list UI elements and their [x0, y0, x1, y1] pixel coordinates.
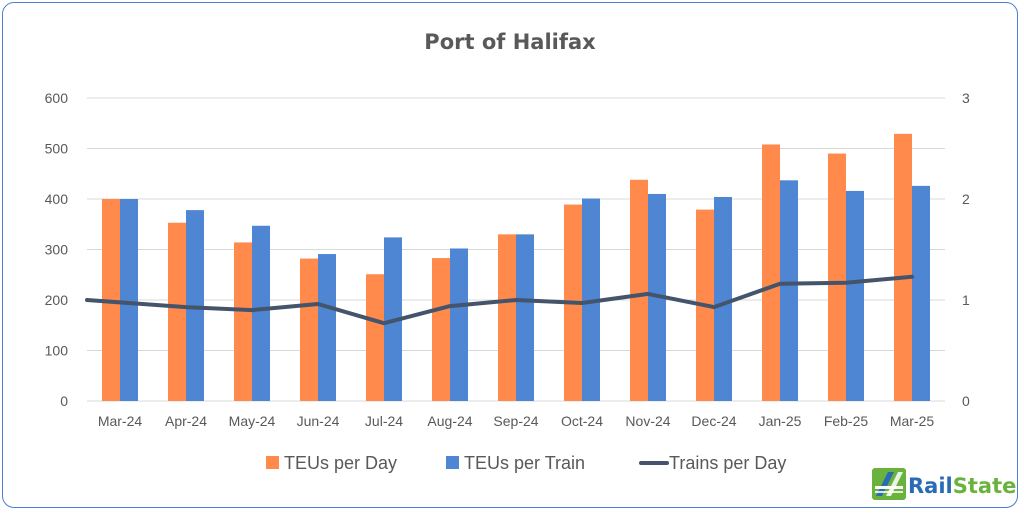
bar	[762, 144, 780, 401]
bar	[318, 254, 336, 401]
bar	[120, 199, 138, 401]
y-left-tick-label: 500	[45, 141, 69, 157]
x-tick-label: May-24	[229, 413, 276, 429]
y-left-tick-label: 300	[45, 242, 69, 258]
y-left-tick-label: 100	[45, 343, 69, 359]
legend-label: TEUs per Train	[464, 453, 585, 473]
x-tick-label: Jul-24	[365, 413, 403, 429]
legend-swatch	[446, 456, 459, 469]
y-left-tick-label: 0	[60, 393, 68, 409]
x-tick-label: Jan-25	[759, 413, 802, 429]
bar	[780, 180, 798, 401]
x-tick-label: Aug-24	[427, 413, 472, 429]
chart-title: Port of Halifax	[424, 30, 596, 54]
bar	[714, 196, 732, 401]
bar	[234, 242, 252, 401]
railstate-logo-icon	[872, 468, 906, 500]
x-tick-label: Feb-25	[824, 413, 869, 429]
bar	[168, 222, 186, 401]
x-tick-label: Apr-24	[165, 413, 207, 429]
bar	[300, 258, 318, 401]
y-right-tick-label: 0	[962, 393, 970, 409]
y-right-tick-label: 1	[962, 292, 970, 308]
bar	[366, 274, 384, 401]
x-tick-label: Mar-24	[98, 413, 143, 429]
bar	[252, 225, 270, 401]
bar	[846, 190, 864, 401]
legend-label: Trains per Day	[669, 453, 786, 473]
x-tick-label: Mar-25	[890, 413, 935, 429]
y-left-tick-label: 600	[45, 90, 69, 106]
legend-label: TEUs per Day	[284, 453, 397, 473]
bar	[828, 153, 846, 401]
y-right-tick-label: 3	[962, 90, 970, 106]
brand-logo: RailState	[872, 466, 1016, 502]
bar	[498, 234, 516, 401]
brand-name: RailState	[908, 474, 1016, 498]
x-tick-label: Nov-24	[625, 413, 670, 429]
x-tick-label: Oct-24	[561, 413, 603, 429]
bar	[432, 258, 450, 401]
bar	[630, 179, 648, 401]
x-tick-label: Dec-24	[691, 413, 736, 429]
x-tick-label: Jun-24	[297, 413, 340, 429]
y-right-tick-label: 2	[962, 191, 970, 207]
x-tick-label: Sep-24	[493, 413, 538, 429]
y-left-tick-label: 200	[45, 292, 69, 308]
bar	[450, 248, 468, 401]
legend-swatch	[266, 456, 279, 469]
bar	[912, 185, 930, 401]
y-left-tick-label: 400	[45, 191, 69, 207]
bar	[894, 133, 912, 402]
bar	[516, 234, 534, 401]
